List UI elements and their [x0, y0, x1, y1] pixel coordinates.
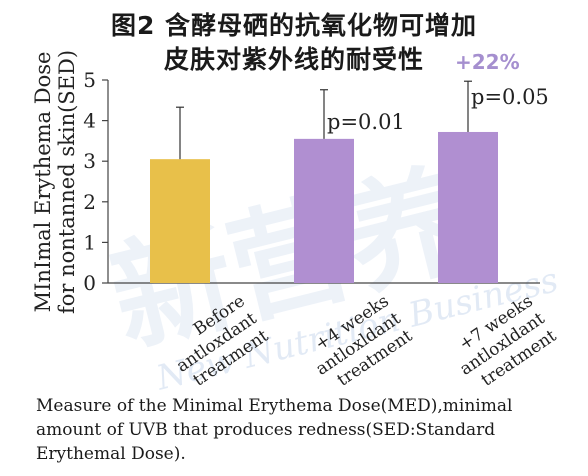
bar: [294, 138, 354, 283]
bar: [438, 131, 498, 283]
bar: [150, 159, 210, 283]
y-tick-label: 4: [83, 109, 96, 133]
chart-title-line-1: 图2 含酵母硒的抗氧化物可增加: [110, 11, 478, 40]
y-axis-label: MInImal Erythema Dosefor nontanned skin(…: [31, 50, 79, 314]
y-tick-label: 1: [83, 230, 96, 254]
y-tick-label: 5: [83, 68, 96, 92]
figure-caption: Measure of the Minimal Erythema Dose(MED…: [36, 396, 513, 464]
increase-badge: +22%: [455, 50, 520, 74]
chart-title-line-2: 皮肤对紫外线的耐受性: [163, 45, 424, 74]
p-value-label: p=0.05: [471, 85, 549, 109]
p-value-label: p=0.01: [327, 110, 405, 134]
chart-bars: [150, 80, 498, 283]
y-tick-label: 2: [83, 190, 96, 214]
y-tick-label: 3: [83, 149, 96, 173]
y-tick-label: 0: [83, 271, 96, 295]
